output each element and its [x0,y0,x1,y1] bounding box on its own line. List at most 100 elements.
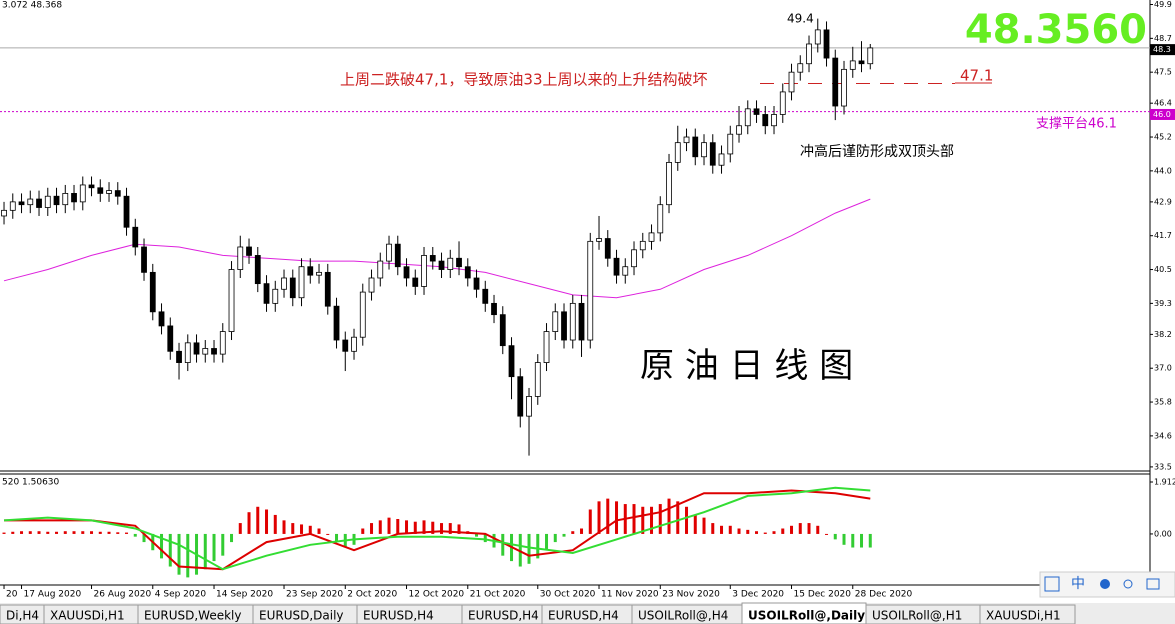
tab-label[interactable]: EURUSD,H4 [548,609,619,623]
ime-icon[interactable] [1146,578,1160,590]
candle-body [587,240,594,341]
tab-label[interactable]: EURUSD,H4 [468,609,539,623]
candle-body [289,277,296,299]
candle-body [368,277,375,293]
histogram-bar [825,533,829,535]
tab-label[interactable]: Di,H4 [6,609,39,623]
candle-body [823,29,830,59]
tab-label[interactable]: USOILRoll@,H4 [638,609,728,623]
histogram-bar [807,523,811,534]
candle-body [613,257,620,276]
x-tick-label: 30 Oct 2020 [540,590,596,600]
y-tick-label: 1.912 [1154,478,1175,487]
candle-body [333,305,340,341]
histogram-bar [816,525,820,534]
histogram-bar [160,533,164,559]
histogram-bar [553,533,557,543]
histogram-bar [11,531,15,534]
candle-body [246,246,252,256]
big-price: 48.3560 [965,7,1147,53]
histogram-bar [107,531,111,534]
histogram-bar [308,525,312,534]
y-tick-label: 45.2 [1154,133,1172,142]
histogram-bar [746,529,750,534]
level-label: 47.1 [960,67,993,85]
histogram-bar [63,531,67,534]
tab-label[interactable]: XAUUSDi,H1 [50,609,125,623]
candle-body [114,190,121,197]
candle-body [394,243,401,268]
histogram-bar [125,532,129,534]
histogram-bar [37,531,41,534]
candle-body [744,108,751,127]
candle-body [657,204,664,234]
candle-body [79,184,86,203]
candle-body [534,362,541,397]
histogram-bar [606,498,610,534]
candle-body [867,47,874,65]
histogram-bar [186,533,190,578]
tab-label[interactable]: EURUSD,Daily [259,609,344,623]
candle-body [298,266,305,299]
histogram-bar [588,509,592,534]
histogram-bar [265,509,269,534]
histogram-bar [142,533,146,543]
histogram-bar [720,525,724,534]
histogram-bar [448,523,452,534]
histogram-bar [431,521,435,534]
candle-body [508,345,515,378]
candle-body [316,271,322,276]
histogram-bar [597,501,601,534]
histogram-bar [282,520,286,534]
candle-body [779,91,786,115]
candle-body [596,238,602,242]
candle-body [62,193,69,206]
histogram-bar [55,531,59,534]
candle-body [692,136,699,158]
tab-label[interactable]: USOILRoll@,H1 [872,609,962,623]
candle-body [447,257,454,270]
candle-body [184,342,191,363]
x-tick-label: 23 Sep 2020 [286,590,343,600]
quote: 3.072 48.368 [2,1,62,11]
histogram-bar [291,523,295,534]
tab[interactable] [979,604,1076,624]
ime-lang[interactable]: 中 [1071,576,1085,592]
tab-label[interactable]: EURUSD,H4 [363,609,434,623]
tab-label[interactable]: USOILRoll@,Daily [748,609,865,623]
histogram-bar [247,512,251,534]
ime-icon[interactable] [1123,579,1133,589]
ime-icon[interactable] [1100,579,1110,589]
histogram-bar [335,533,339,543]
tab-label[interactable]: XAUUSDi,H1 [986,609,1061,623]
candle-body [639,240,646,251]
histogram-bar [221,533,225,556]
histogram-bar [46,531,50,534]
candle-body [324,271,331,307]
tab-label[interactable]: EURUSD,Weekly [144,609,241,623]
candle-body [841,68,847,107]
candle-body [482,288,489,304]
candle-body [237,246,244,270]
histogram-bar [28,531,32,534]
histogram-bar [405,520,409,534]
candle-body [622,266,629,276]
candle-body [666,161,672,206]
x-tick-label: 12 Oct 2020 [409,590,465,600]
histogram-bar [230,533,234,543]
candle-body [211,348,217,355]
price-tag [1150,44,1175,56]
histogram-bar [667,498,671,534]
candle-body [307,266,314,276]
histogram-bar [641,506,645,534]
candle-body [674,142,681,163]
histogram-bar [755,531,759,534]
histogram-bar [273,514,277,534]
x-tick-label: 4 Sep 2020 [155,590,207,600]
histogram-bar [868,533,872,548]
histogram-bar [413,521,417,534]
histogram-bar [580,528,584,534]
candle-body [351,336,357,352]
candle-body [141,246,147,273]
